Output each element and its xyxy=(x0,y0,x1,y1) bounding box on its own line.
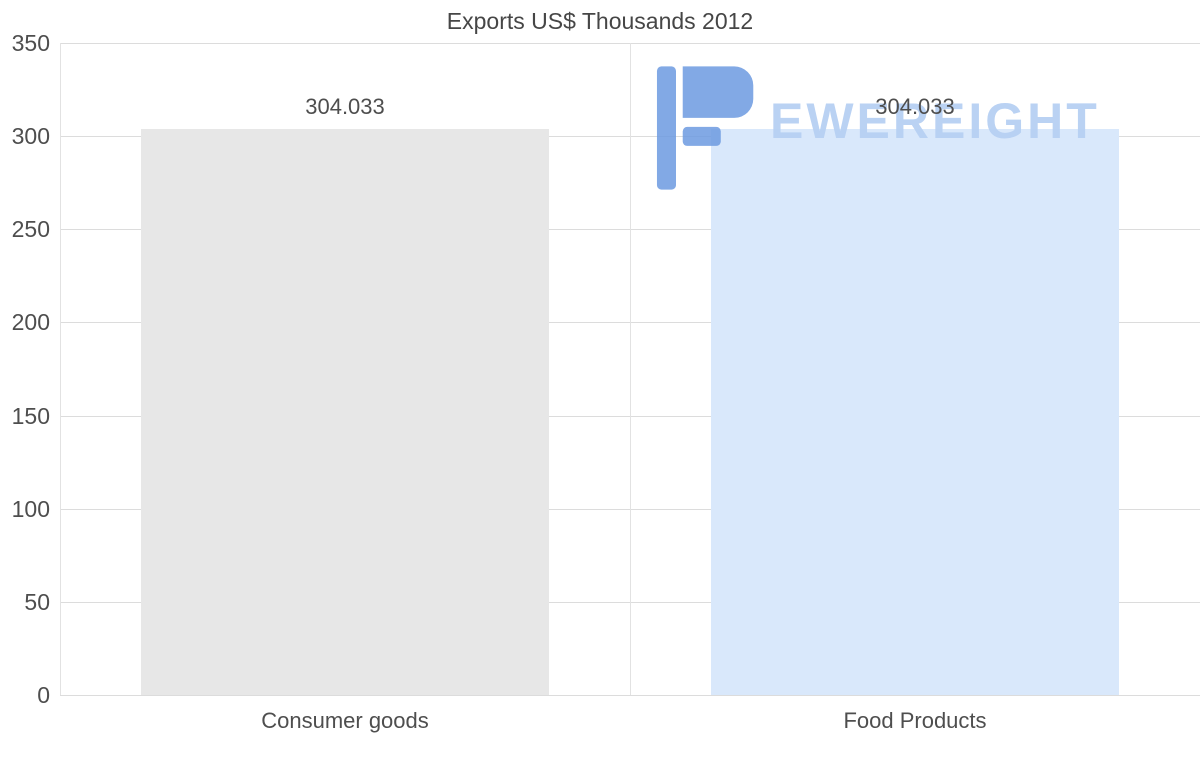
plot-area xyxy=(60,43,1200,696)
bar-value-label: 304.033 xyxy=(305,93,385,119)
y-axis-tick-label: 300 xyxy=(11,123,50,150)
y-axis-line xyxy=(60,43,61,695)
y-axis-tick-label: 250 xyxy=(11,216,50,243)
chart-title: Exports US$ Thousands 2012 xyxy=(446,8,754,34)
y-axis-tick-label: 100 xyxy=(11,495,50,522)
category-separator-gridline xyxy=(630,43,631,695)
y-axis-tick-label: 350 xyxy=(11,30,50,56)
y-axis-tick-label: 0 xyxy=(37,682,50,708)
y-axis-tick-label: 200 xyxy=(11,309,50,336)
x-axis-category-label: Food Products xyxy=(843,708,987,733)
gridline xyxy=(60,695,1200,696)
bar-value-label: 304.033 xyxy=(875,93,955,119)
y-axis-tick-label: 150 xyxy=(11,402,50,429)
y-axis-tick-label: 50 xyxy=(24,588,50,615)
x-axis-category-label: Consumer goods xyxy=(261,708,429,733)
bar-food-products xyxy=(711,128,1119,695)
bar-consumer-goods xyxy=(141,128,549,695)
